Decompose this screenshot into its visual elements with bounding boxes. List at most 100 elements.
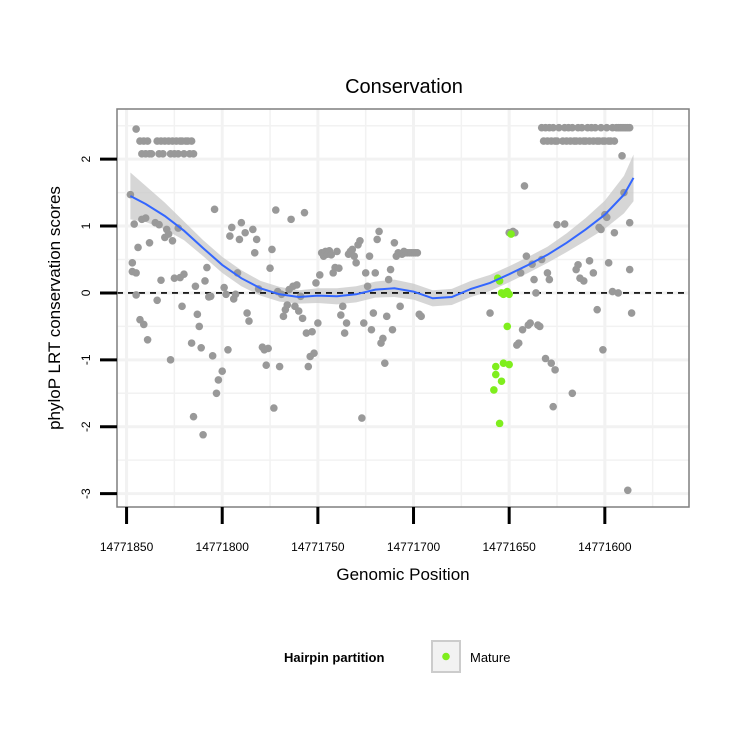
data-point-mature — [501, 289, 510, 297]
data-point-other — [220, 283, 228, 292]
data-point-other — [358, 414, 366, 422]
data-point-other — [241, 228, 249, 237]
y-tick-label: -1 — [79, 354, 93, 365]
x-tick-label: 14771700 — [387, 540, 441, 554]
smooth-curve — [129, 177, 635, 300]
data-point-mature — [499, 359, 508, 367]
data-point-other — [298, 314, 307, 323]
y-tick-label: 2 — [79, 156, 93, 163]
data-point-other — [417, 312, 425, 321]
y-tick-label: 0 — [79, 289, 93, 296]
data-point-other — [627, 309, 636, 317]
data-point-other — [384, 275, 393, 284]
data-point-other — [547, 359, 556, 367]
data-point-other — [157, 276, 165, 285]
data-point-other — [153, 296, 161, 305]
data-point-other — [203, 263, 211, 272]
data-point-other — [199, 430, 207, 439]
data-point-other — [132, 125, 140, 133]
data-point-other — [337, 311, 345, 319]
data-point-other — [553, 137, 561, 145]
data-point-other — [486, 309, 494, 317]
data-point-mature — [491, 362, 500, 371]
data-point-other — [206, 292, 215, 301]
data-point-other — [189, 412, 198, 421]
y-axis: 2 1 0 -1 -2 -3 — [79, 156, 117, 499]
data-point-other — [195, 322, 204, 331]
legend: Hairpin partition Mature — [284, 640, 510, 673]
data-point-other — [279, 312, 288, 321]
data-point-other — [308, 327, 316, 336]
data-point-other — [625, 218, 634, 227]
data-point-other — [367, 325, 376, 334]
data-point-other — [300, 208, 309, 217]
data-point-other — [174, 224, 183, 232]
data-point-other — [212, 389, 221, 398]
data-point-other — [553, 220, 561, 229]
data-point-other — [518, 325, 527, 334]
data-point-other — [262, 361, 271, 369]
data-point-other — [143, 137, 152, 145]
data-point-other — [312, 279, 320, 287]
data-point-other — [555, 123, 563, 132]
data-point-mature — [495, 419, 504, 428]
x-tick-label: 14771650 — [482, 540, 536, 554]
data-point-other — [522, 252, 531, 260]
data-point-other — [602, 123, 611, 132]
data-point-other — [139, 320, 148, 329]
data-point-other — [520, 182, 529, 190]
data-point-other — [597, 225, 605, 234]
data-point-other — [283, 301, 292, 309]
data-point-other — [266, 264, 274, 273]
data-point-other — [371, 269, 380, 277]
data-point-other — [191, 282, 200, 291]
data-point-other — [579, 277, 588, 285]
data-point-other — [314, 319, 322, 327]
data-point-other — [342, 319, 351, 327]
data-point-other — [143, 335, 152, 344]
data-point-other — [361, 269, 370, 277]
data-point-other — [532, 289, 540, 297]
data-point-other — [187, 339, 196, 347]
data-point-other — [541, 354, 550, 363]
data-point-other — [170, 274, 179, 283]
legend-key-box — [431, 640, 461, 673]
data-point-other — [333, 247, 341, 256]
legend-key-mature-dot — [442, 652, 450, 661]
data-point-other — [369, 309, 378, 317]
data-point-other — [294, 307, 303, 315]
data-point-other — [155, 220, 163, 229]
data-point-other — [386, 265, 395, 274]
data-point-other — [350, 252, 359, 260]
data-point-other — [379, 334, 387, 343]
data-point-other — [130, 220, 139, 228]
data-point-other — [222, 290, 230, 299]
x-tick-label: 14771600 — [578, 540, 632, 554]
data-point-other — [338, 302, 347, 311]
data-point-mature — [490, 386, 498, 394]
legend-title: Hairpin partition — [284, 650, 384, 665]
data-point-other — [608, 287, 617, 296]
data-point-other — [373, 235, 381, 244]
data-point-other — [268, 245, 276, 254]
data-point-other — [159, 150, 167, 158]
data-point-other — [610, 137, 619, 145]
loess-curve — [129, 177, 635, 300]
data-point-other — [227, 223, 236, 232]
data-point-other — [264, 344, 272, 353]
data-point-other — [348, 245, 357, 254]
data-point-other — [293, 281, 301, 289]
data-point-other — [363, 282, 372, 291]
data-point-other — [551, 366, 559, 374]
data-point-other — [237, 218, 246, 227]
x-axis: 14771850 14771800 14771750 14771700 14771650… — [100, 507, 632, 554]
data-point-other — [578, 123, 586, 132]
data-point-other — [224, 346, 232, 354]
data-point-other — [250, 249, 259, 257]
y-tick-label: 1 — [79, 222, 93, 229]
data-point-other — [141, 214, 150, 222]
chart-title: Conservation — [345, 76, 463, 98]
data-point-other — [396, 302, 404, 311]
legend-label-mature: Mature — [470, 650, 510, 665]
data-point-other — [210, 205, 219, 214]
